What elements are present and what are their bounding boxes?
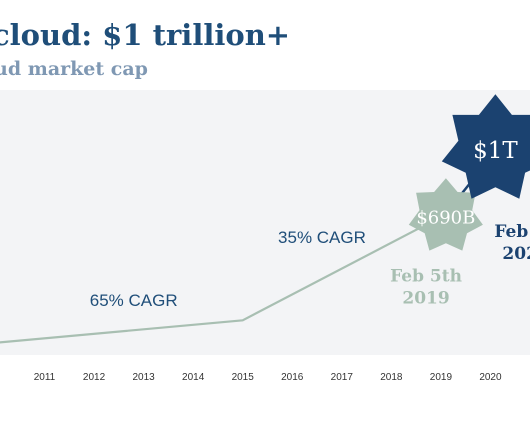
x-tick-label: 2017 — [331, 372, 354, 383]
chart-subtitle: ud market cap — [0, 58, 148, 80]
date-label: Feb 5th — [390, 267, 462, 287]
series-line — [0, 150, 497, 344]
x-tick-label: 2015 — [232, 372, 255, 383]
chart-title: cloud: $1 trillion+ — [0, 18, 291, 52]
x-tick-label: 2013 — [132, 372, 155, 383]
cagr-label: 35% CAGR — [278, 228, 366, 247]
x-tick-label: 2019 — [430, 372, 453, 383]
x-tick-label: 2018 — [380, 372, 403, 383]
star-badge-dark — [441, 94, 530, 199]
x-tick-label: 2012 — [83, 372, 106, 383]
cagr-label: 65% CAGR — [90, 291, 178, 310]
star-badge-light — [408, 178, 483, 251]
star-badge-label: $1T — [473, 138, 518, 164]
x-tick-label: 2011 — [34, 372, 56, 383]
date-label: 202 — [502, 244, 530, 264]
x-tick-label: 2016 — [281, 372, 304, 383]
x-tick-label: 2020 — [479, 372, 502, 383]
date-label: 2019 — [402, 289, 449, 309]
x-tick-label: 2014 — [182, 372, 205, 383]
date-label: Feb 5 — [494, 222, 530, 242]
star-badge-label: $690B — [416, 207, 475, 228]
